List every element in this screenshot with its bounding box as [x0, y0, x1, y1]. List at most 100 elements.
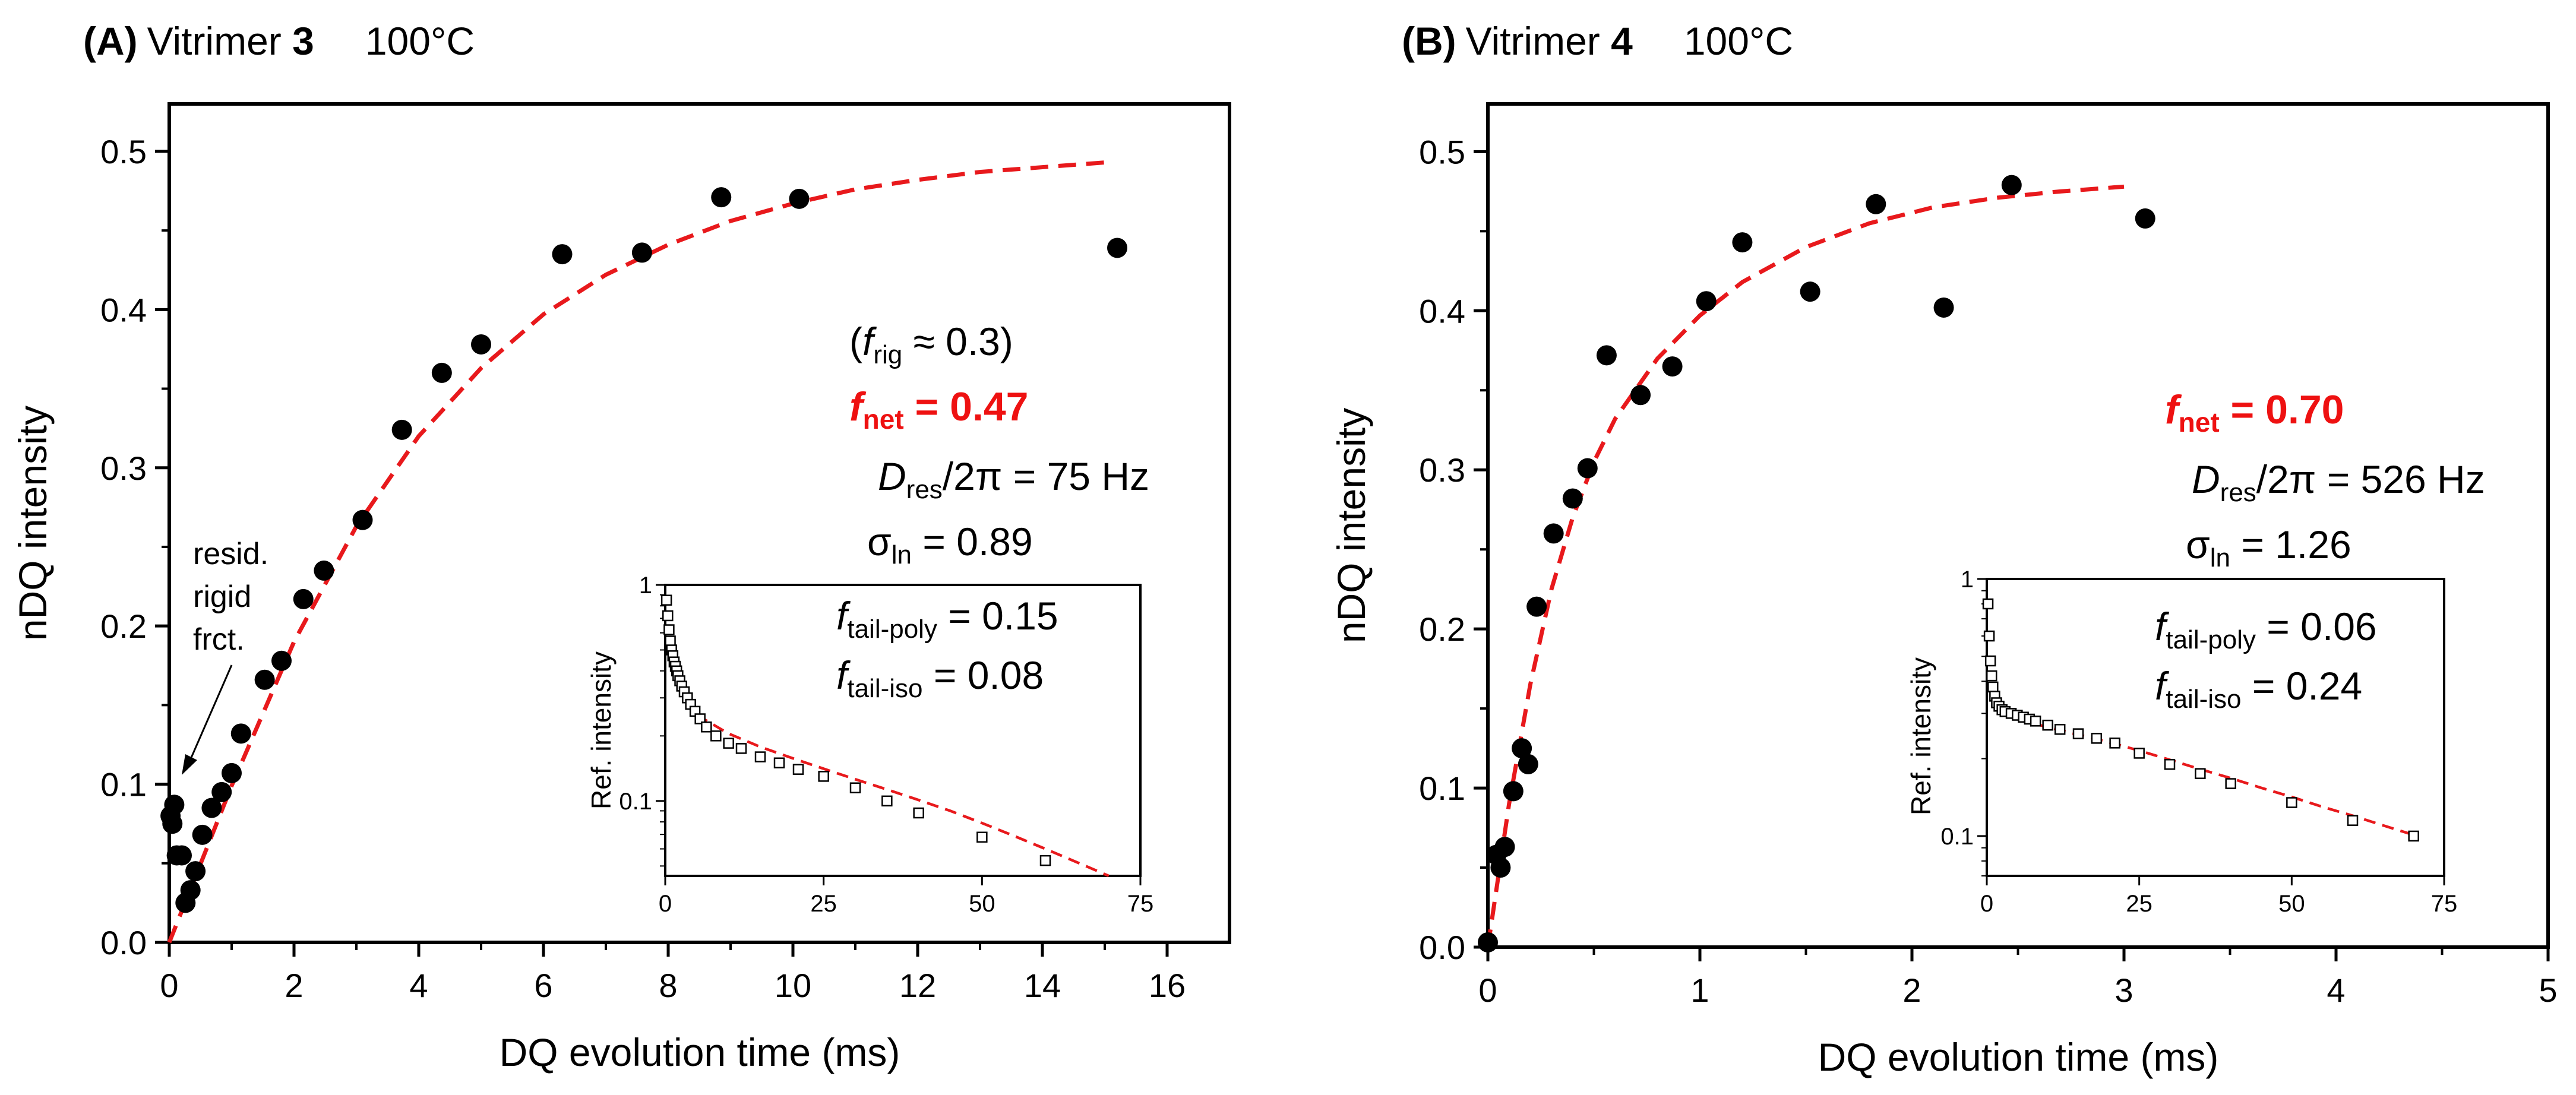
panel-b-title-number: 4	[1611, 19, 1633, 63]
panel-a-x-axis-label: DQ evolution time (ms)	[500, 1030, 900, 1074]
data-point	[230, 723, 251, 744]
inset-data-point	[2408, 830, 2419, 842]
sigma-symbol: σ	[867, 520, 892, 564]
inset-data-point	[1039, 855, 1051, 866]
data-point	[1494, 837, 1515, 857]
inset-data-point	[881, 795, 893, 807]
inset-data-point	[723, 738, 734, 749]
panel-a-y-axis-label: nDQ intensity	[11, 406, 55, 641]
panel-a-sigma-annotation: σln = 0.89	[867, 520, 1033, 569]
x-tick-label: 16	[1149, 967, 1186, 1004]
inset-data-point	[754, 751, 766, 762]
inset-data-point	[2091, 733, 2103, 744]
data-point	[1933, 297, 1954, 318]
inset-x-tick-label: 0	[659, 891, 672, 917]
tail-poly-subscript: tail-poly	[847, 615, 937, 644]
x-tick-label: 1	[1690, 971, 1709, 1009]
panel-b: (B) Vitrimer 4 100°C 0 1 2 3 4 5 0.0 0.1 0.2 0.3 0.4…	[1329, 19, 2558, 1079]
data-point	[631, 242, 652, 263]
frig-value: ≈ 0.3)	[902, 319, 1013, 363]
inset-data-point	[2134, 748, 2145, 759]
panel-b-fnet-annotation: fnet = 0.70	[2165, 387, 2344, 438]
x-tick-label: 6	[534, 967, 552, 1004]
data-point	[185, 861, 206, 882]
data-point	[1630, 385, 1651, 406]
panel-a-axes-ticks: 0 2 4 6 8 10 12 14 160.00.10.20.30.40.5	[100, 133, 1186, 1004]
data-point	[180, 880, 201, 901]
data-point	[254, 669, 275, 690]
inset-data-point	[1987, 681, 1999, 693]
y-tick-label: 0.5	[100, 133, 147, 170]
dres-symbol: D	[2192, 457, 2220, 501]
inset-data-point	[1986, 670, 1997, 682]
data-point	[1562, 488, 1583, 509]
x-tick-label: 0	[160, 967, 178, 1004]
inset-data-point	[1984, 655, 1996, 667]
dres-value: /2π = 75 Hz	[943, 454, 1149, 498]
data-point	[164, 795, 185, 815]
panel-a-title-prefix: Vitrimer	[147, 19, 292, 63]
inset-data-point	[665, 635, 676, 647]
data-point	[789, 188, 810, 209]
fnet-subscript: net	[2179, 407, 2220, 438]
inset-data-point	[2164, 759, 2176, 770]
x-tick-label: 0	[1478, 971, 1497, 1009]
inset-x-tick-label: 25	[2126, 891, 2153, 917]
dres-subscript: res	[906, 475, 943, 504]
y-tick-label: 0.0	[1419, 929, 1465, 966]
inset-data-point	[1982, 598, 1994, 610]
x-tick-label: 2	[285, 967, 303, 1004]
inset-x-tick-label: 50	[2278, 891, 2305, 917]
panel-a-inset-y-label: Ref. intensity	[586, 651, 617, 809]
panel-a-title-number: 3	[292, 19, 314, 63]
inset-x-tick-label: 75	[2431, 891, 2458, 917]
inset-y-tick-label: 1	[639, 572, 652, 599]
data-point	[431, 362, 452, 383]
tail-poly-value: = 0.06	[2256, 605, 2377, 648]
frig-subscript: rig	[873, 340, 902, 369]
y-tick-label: 0.4	[1419, 292, 1465, 330]
data-point	[222, 762, 242, 783]
panel-a-plot-frame	[167, 102, 1231, 944]
panel-b-x-axis-label: DQ evolution time (ms)	[1818, 1035, 2219, 1079]
panel-a-marks	[160, 160, 1127, 944]
inset-data-point	[792, 764, 804, 775]
inset-data-point	[663, 624, 675, 635]
panel-a-title: (A) Vitrimer 3 100°C	[83, 19, 475, 63]
panel-a: (A) Vitrimer 3 100°C 0 2 4 6 8 10 12 14 160.00.10.…	[11, 19, 1231, 1074]
x-tick-label: 4	[409, 967, 428, 1004]
data-point	[1543, 523, 1564, 544]
dres-symbol: D	[878, 454, 906, 498]
panel-a-label: (A)	[83, 19, 138, 63]
inset-y-tick-label: 0.1	[1940, 824, 1974, 850]
tail-iso-subscript: tail-iso	[2166, 685, 2241, 714]
panel-b-temperature: 100°C	[1684, 19, 1793, 63]
inset-data-point	[710, 730, 722, 742]
data-point	[1732, 232, 1753, 253]
x-tick-label: 5	[2539, 971, 2557, 1009]
data-point	[1503, 781, 1524, 802]
dres-subscript: res	[2220, 478, 2256, 507]
y-tick-label: 0.0	[100, 924, 147, 961]
x-tick-label: 14	[1024, 967, 1061, 1004]
fnet-value: = 0.47	[904, 384, 1029, 429]
x-tick-label: 10	[775, 967, 811, 1004]
arrow-label-line-1: resid.	[193, 537, 268, 571]
panel-a-temperature: 100°C	[365, 19, 475, 63]
panel-a-dres-annotation: Dres/2π = 75 Hz	[878, 454, 1149, 504]
data-point	[162, 814, 183, 834]
panel-b-inset-marks	[1982, 598, 2419, 842]
inset-data-point	[1983, 630, 1995, 642]
data-point	[1512, 738, 1532, 759]
inset-data-point	[2054, 724, 2066, 735]
tail-poly-subscript: tail-poly	[2166, 625, 2256, 654]
dres-value: /2π = 526 Hz	[2256, 457, 2485, 501]
panel-b-inset-ticks: 0 25 50 75 1 0.1	[1940, 567, 2457, 917]
sigma-value: = 0.89	[912, 520, 1033, 564]
tail-iso-value: = 0.08	[923, 653, 1044, 697]
x-tick-label: 8	[659, 967, 677, 1004]
data-point	[391, 419, 412, 440]
inset-data-point	[735, 743, 747, 754]
data-point	[352, 509, 373, 530]
